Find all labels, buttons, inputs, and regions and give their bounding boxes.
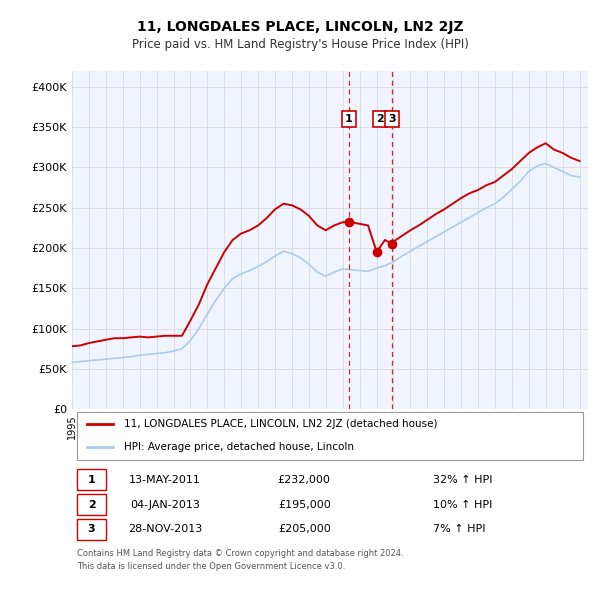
Text: £232,000: £232,000 (278, 474, 331, 484)
Text: 2: 2 (88, 500, 95, 510)
FancyBboxPatch shape (77, 412, 583, 460)
Text: 3: 3 (88, 525, 95, 535)
FancyBboxPatch shape (77, 519, 106, 540)
Text: 10% ↑ HPI: 10% ↑ HPI (433, 500, 493, 510)
Text: 1: 1 (88, 474, 95, 484)
Text: 32% ↑ HPI: 32% ↑ HPI (433, 474, 493, 484)
Text: 3: 3 (388, 114, 396, 124)
Text: £195,000: £195,000 (278, 500, 331, 510)
Text: £205,000: £205,000 (278, 525, 331, 535)
Text: 1: 1 (345, 114, 353, 124)
Text: Contains HM Land Registry data © Crown copyright and database right 2024.
This d: Contains HM Land Registry data © Crown c… (77, 549, 404, 571)
Text: 7% ↑ HPI: 7% ↑ HPI (433, 525, 486, 535)
Text: 11, LONGDALES PLACE, LINCOLN, LN2 2JZ (detached house): 11, LONGDALES PLACE, LINCOLN, LN2 2JZ (d… (124, 419, 437, 429)
Text: 2: 2 (376, 114, 384, 124)
Text: 04-JAN-2013: 04-JAN-2013 (130, 500, 200, 510)
Text: 13-MAY-2011: 13-MAY-2011 (129, 474, 201, 484)
FancyBboxPatch shape (77, 469, 106, 490)
Text: HPI: Average price, detached house, Lincoln: HPI: Average price, detached house, Linc… (124, 442, 353, 453)
Text: 11, LONGDALES PLACE, LINCOLN, LN2 2JZ: 11, LONGDALES PLACE, LINCOLN, LN2 2JZ (137, 19, 463, 34)
Text: 28-NOV-2013: 28-NOV-2013 (128, 525, 202, 535)
Text: Price paid vs. HM Land Registry's House Price Index (HPI): Price paid vs. HM Land Registry's House … (131, 38, 469, 51)
FancyBboxPatch shape (77, 494, 106, 515)
